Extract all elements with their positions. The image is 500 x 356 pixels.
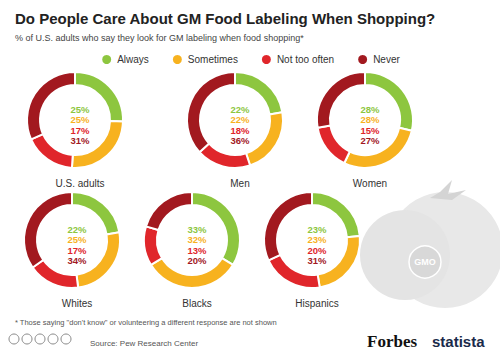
svg-text:% of U.S. adults who say they: % of U.S. adults who say they look for G… xyxy=(15,33,304,43)
svg-text:25%: 25% xyxy=(70,104,90,115)
svg-text:34%: 34% xyxy=(67,255,87,266)
svg-text:28%: 28% xyxy=(360,104,380,115)
svg-text:22%: 22% xyxy=(67,224,87,235)
svg-text:23%: 23% xyxy=(307,234,327,245)
svg-text:Sometimes: Sometimes xyxy=(188,54,238,65)
svg-text:27%: 27% xyxy=(360,135,380,146)
svg-text:31%: 31% xyxy=(70,135,90,146)
svg-text:Do People Care About GM Food L: Do People Care About GM Food Labeling Wh… xyxy=(15,10,435,27)
svg-text:23%: 23% xyxy=(307,224,327,235)
svg-text:20%: 20% xyxy=(187,255,207,266)
svg-text:25%: 25% xyxy=(67,234,87,245)
svg-text:31%: 31% xyxy=(307,255,327,266)
svg-text:22%: 22% xyxy=(230,114,250,125)
svg-text:Forbes: Forbes xyxy=(367,332,417,351)
svg-text:22%: 22% xyxy=(230,104,250,115)
svg-text:Hispanics: Hispanics xyxy=(295,298,338,309)
svg-text:15%: 15% xyxy=(360,125,380,136)
svg-text:U.S. adults: U.S. adults xyxy=(56,178,105,189)
svg-text:28%: 28% xyxy=(360,114,380,125)
svg-text:* Those saying "don't know" or: * Those saying "don't know" or volunteer… xyxy=(15,318,277,327)
svg-text:Source: Pew Research Center: Source: Pew Research Center xyxy=(90,339,198,348)
svg-text:32%: 32% xyxy=(187,234,207,245)
svg-text:18%: 18% xyxy=(230,125,250,136)
svg-text:Always: Always xyxy=(117,54,149,65)
svg-text:17%: 17% xyxy=(67,245,87,256)
svg-text:20%: 20% xyxy=(307,245,327,256)
svg-text:36%: 36% xyxy=(230,135,250,146)
svg-text:17%: 17% xyxy=(70,125,90,136)
svg-text:13%: 13% xyxy=(187,245,207,256)
svg-text:Women: Women xyxy=(353,178,387,189)
svg-text:GMO: GMO xyxy=(414,257,436,267)
svg-text:Whites: Whites xyxy=(62,298,93,309)
svg-text:25%: 25% xyxy=(70,114,90,125)
svg-text:33%: 33% xyxy=(187,224,207,235)
svg-text:Men: Men xyxy=(230,178,249,189)
svg-text:Not too often: Not too often xyxy=(277,54,334,65)
svg-text:Blacks: Blacks xyxy=(182,298,211,309)
svg-text:statista: statista xyxy=(432,333,485,350)
svg-text:Never: Never xyxy=(373,54,400,65)
